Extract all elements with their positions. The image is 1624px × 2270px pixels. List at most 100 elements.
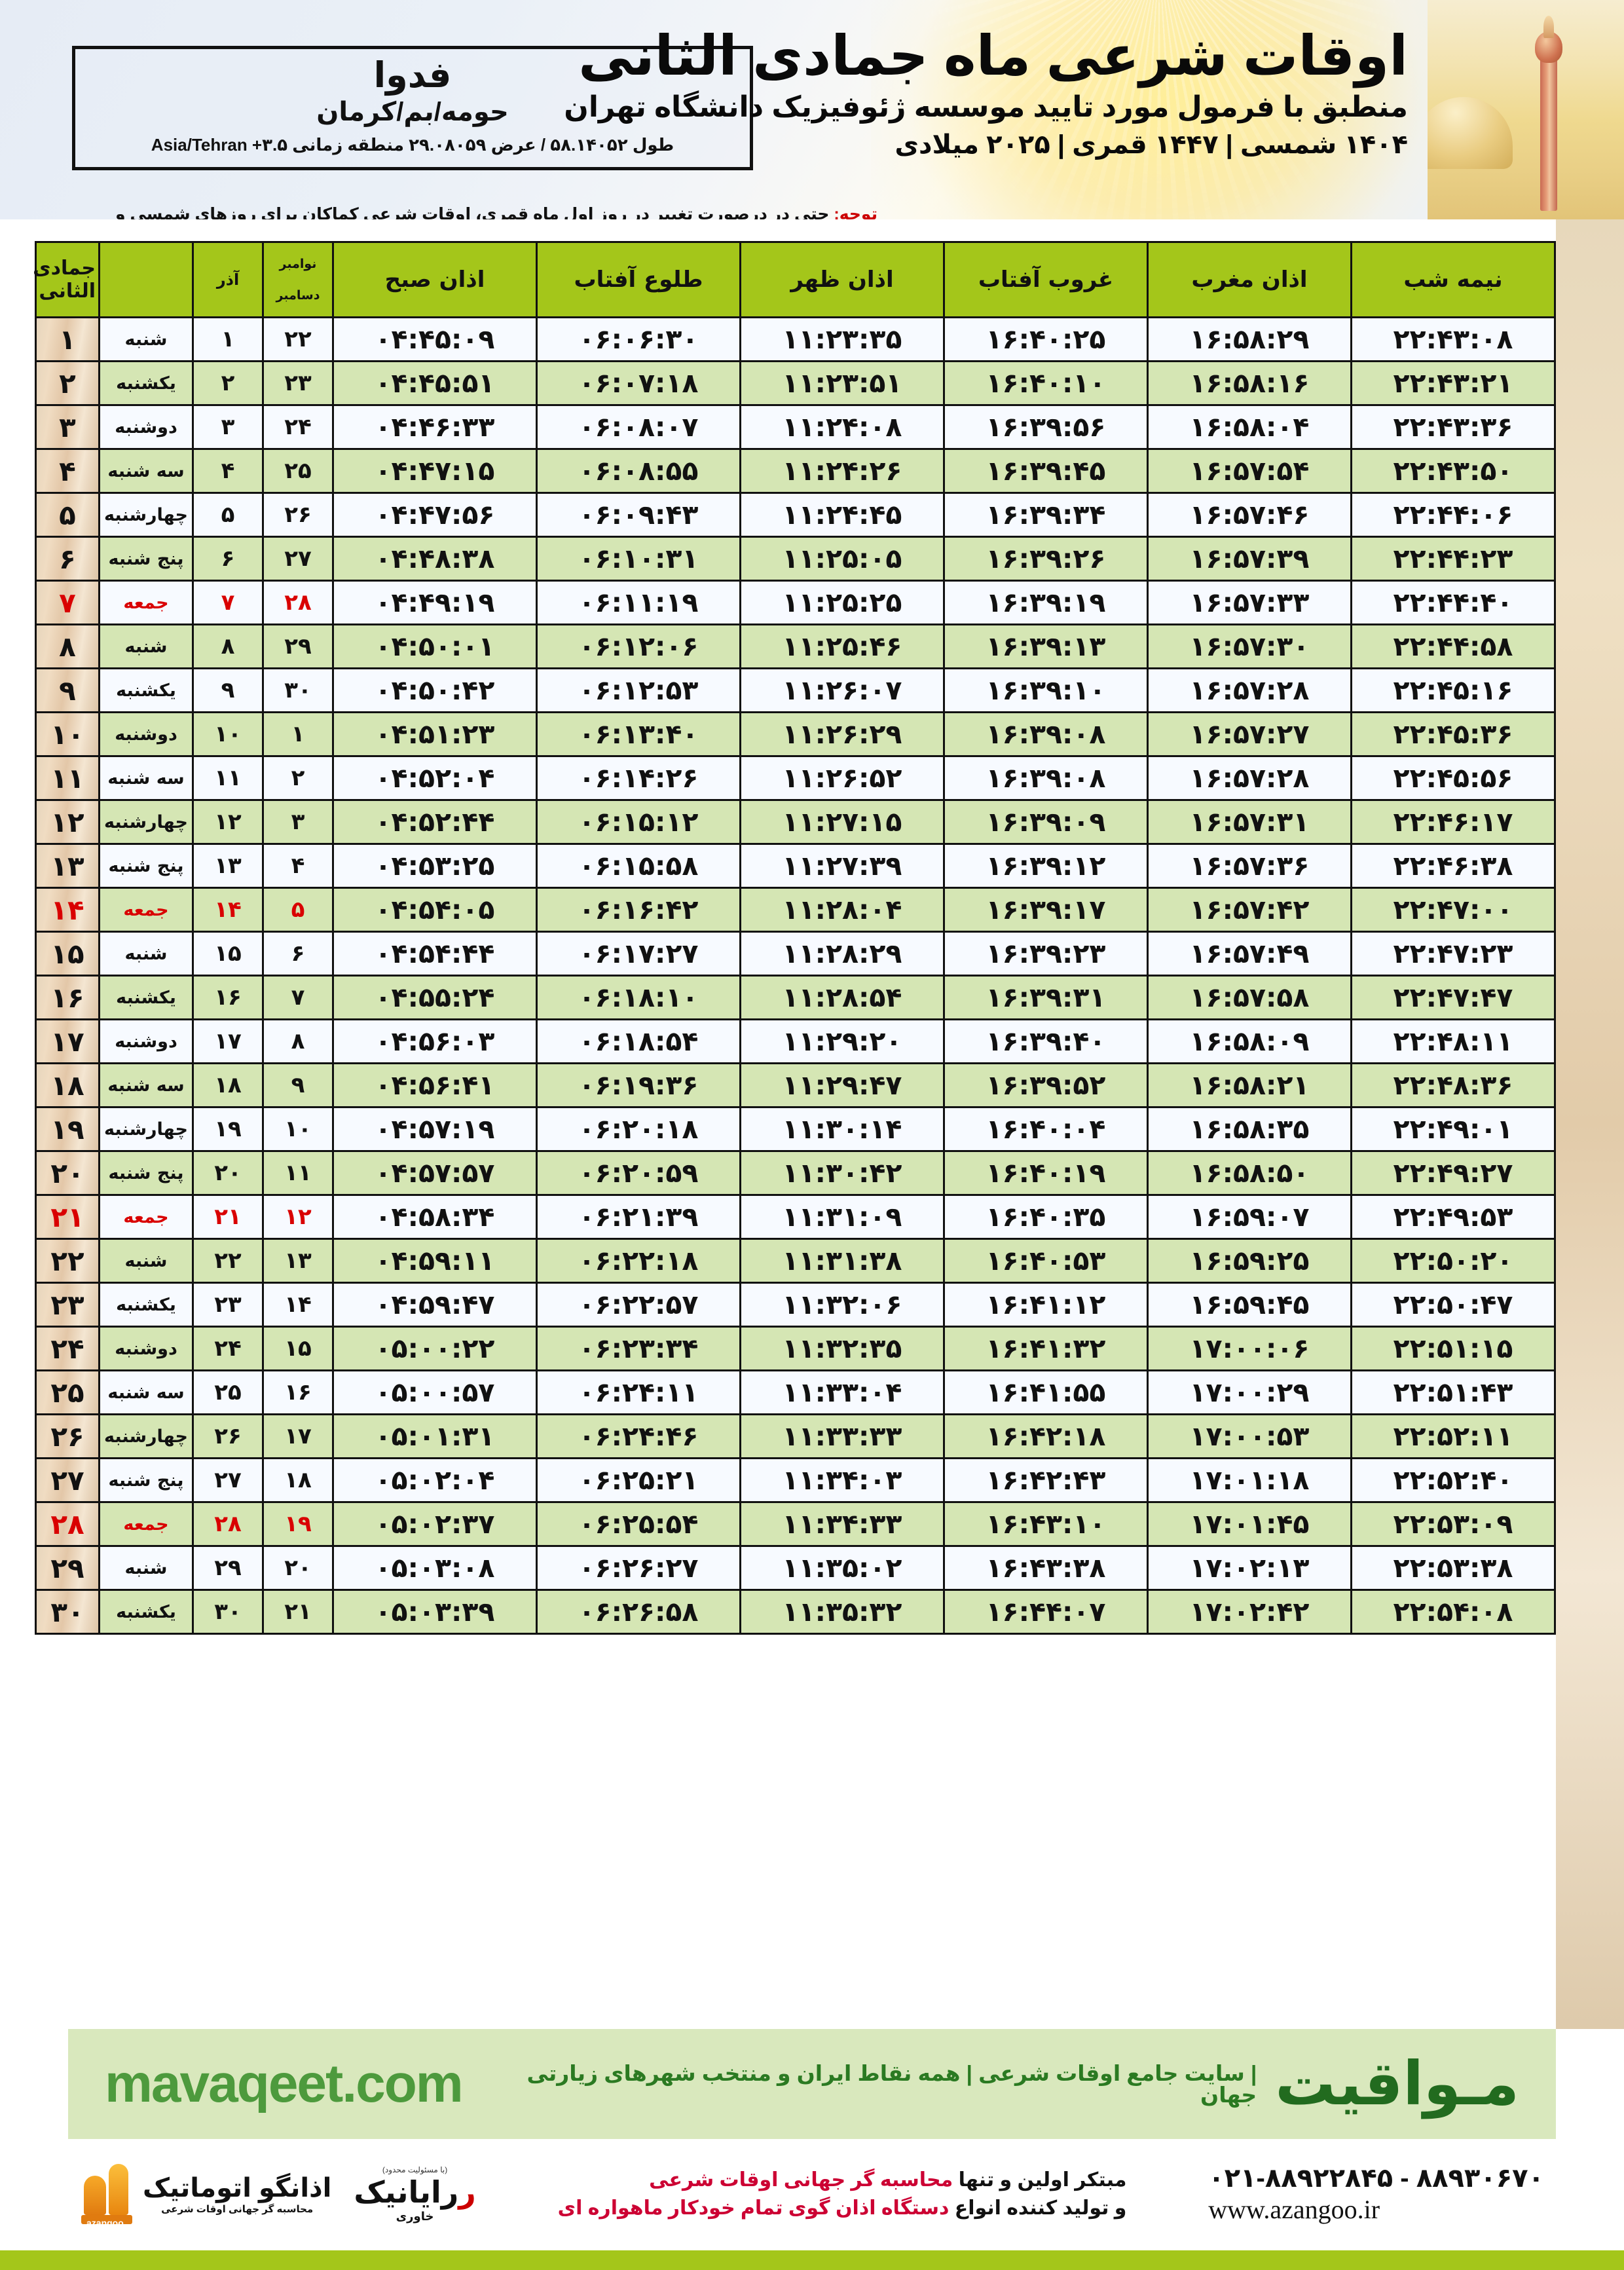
cell-maghrib: ۱۷:۰۱:۴۵ <box>1147 1501 1352 1547</box>
cell-fajr: ۰۵:۰۰:۲۲ <box>332 1326 538 1371</box>
cell-maghrib: ۱۶:۵۹:۲۵ <box>1147 1238 1352 1284</box>
cell-sunset: ۱۶:۴۰:۰۴ <box>943 1106 1149 1152</box>
cell-maghrib: ۱۶:۵۸:۲۱ <box>1147 1062 1352 1108</box>
cell-gregorian-day: ۲۲ <box>262 316 334 362</box>
cell-midnight: ۲۲:۴۴:۵۸ <box>1350 623 1556 669</box>
contact-block: ۰۲۱-۸۸۹۲۲۸۴۵ - ۸۸۹۳۰۶۷۰ www.azangoo.ir <box>1208 2163 1545 2225</box>
cell-hijri-day: ۲۶ <box>35 1413 100 1459</box>
cell-azar-day: ۱۴ <box>192 887 264 933</box>
cell-midnight: ۲۲:۴۳:۰۸ <box>1350 316 1556 362</box>
cell-dhuhr: ۱۱:۳۴:۳۳ <box>739 1501 945 1547</box>
cell-maghrib: ۱۷:۰۰:۲۹ <box>1147 1369 1352 1415</box>
th-midnight: نیمه شب <box>1350 241 1556 318</box>
cell-fajr: ۰۵:۰۳:۳۹ <box>332 1589 538 1635</box>
cell-fajr: ۰۴:۴۷:۱۵ <box>332 448 538 494</box>
th-sunrise: طلوع آفتاب <box>536 241 741 318</box>
cell-maghrib: ۱۶:۵۷:۴۶ <box>1147 492 1352 538</box>
cell-midnight: ۲۲:۴۵:۱۶ <box>1350 667 1556 713</box>
cell-weekday: یکشنبه <box>98 975 194 1020</box>
cell-weekday: یکشنبه <box>98 1589 194 1635</box>
cell-gregorian-day: ۱ <box>262 711 334 757</box>
table-row: ۲۲:۵۳:۰۹ ۱۷:۰۱:۴۵ ۱۶:۴۳:۱۰ ۱۱:۳۴:۳۳ ۰۶:۲۵:۵۴… <box>35 1501 1556 1547</box>
cell-maghrib: ۱۷:۰۱:۱۸ <box>1147 1457 1352 1503</box>
cell-gregorian-day: ۴ <box>262 843 334 889</box>
cell-dhuhr: ۱۱:۳۵:۰۲ <box>739 1545 945 1591</box>
cell-midnight: ۲۲:۵۳:۰۹ <box>1350 1501 1556 1547</box>
table-row: ۲۲:۵۲:۴۰ ۱۷:۰۱:۱۸ ۱۶:۴۲:۴۳ ۱۱:۳۴:۰۳ ۰۶:۲۵:۲۱… <box>35 1457 1556 1503</box>
cell-midnight: ۲۲:۵۲:۴۰ <box>1350 1457 1556 1503</box>
th-azar: آذر <box>192 241 264 318</box>
cell-weekday: سه شنبه <box>98 1062 194 1108</box>
cell-gregorian-day: ۹ <box>262 1062 334 1108</box>
cell-hijri-day: ۲۸ <box>35 1501 100 1547</box>
cell-midnight: ۲۲:۴۷:۲۳ <box>1350 931 1556 977</box>
table-body: ۲۲:۴۳:۰۸ ۱۶:۵۸:۲۹ ۱۶:۴۰:۲۵ ۱۱:۲۳:۳۵ ۰۶:۰۶:۳۰… <box>35 316 1556 1635</box>
partner-logos: (با مسئولیت محدود) ررایانیک خاوری اذانگو… <box>80 2163 477 2228</box>
cell-gregorian-day: ۱۷ <box>262 1413 334 1459</box>
cell-hijri-day: ۲۵ <box>35 1369 100 1415</box>
cell-sunrise: ۰۶:۱۱:۱۹ <box>536 580 741 625</box>
cell-sunrise: ۰۶:۱۸:۵۴ <box>536 1018 741 1064</box>
cell-weekday: دوشنبه <box>98 1326 194 1371</box>
cell-dhuhr: ۱۱:۳۱:۳۸ <box>739 1238 945 1284</box>
contact-phone: ۰۲۱-۸۸۹۲۲۸۴۵ - ۸۸۹۳۰۶۷۰ <box>1208 2164 1545 2193</box>
cell-gregorian-day: ۶ <box>262 931 334 977</box>
cell-weekday: چهارشنبه <box>98 799 194 845</box>
table-row: ۲۲:۵۱:۴۳ ۱۷:۰۰:۲۹ ۱۶:۴۱:۵۵ ۱۱:۳۳:۰۴ ۰۶:۲۴:۱۱… <box>35 1369 1556 1415</box>
cell-fajr: ۰۴:۴۶:۳۳ <box>332 404 538 450</box>
th-dhuhr: اذان ظهر <box>739 241 945 318</box>
cell-dhuhr: ۱۱:۲۴:۲۶ <box>739 448 945 494</box>
cell-gregorian-day: ۲۴ <box>262 404 334 450</box>
notice-bar: توجه: حتی در درصورت تغییر در روز اول ماه… <box>0 205 1624 219</box>
location-box: فدوا حومه/بم/کرمان طول ۵۸.۱۴۰۵۲ / عرض ۲۹… <box>72 46 753 170</box>
cell-gregorian-day: ۱۴ <box>262 1282 334 1328</box>
cell-gregorian-day: ۵ <box>262 887 334 933</box>
page-header: فدوا حومه/بم/کرمان طول ۵۸.۱۴۰۵۲ / عرض ۲۹… <box>0 0 1624 219</box>
cell-maghrib: ۱۶:۵۷:۵۴ <box>1147 448 1352 494</box>
cell-fajr: ۰۴:۵۵:۲۴ <box>332 975 538 1020</box>
cell-dhuhr: ۱۱:۲۳:۵۱ <box>739 360 945 406</box>
cell-weekday: دوشنبه <box>98 1018 194 1064</box>
table-row: ۲۲:۴۷:۴۷ ۱۶:۵۷:۵۸ ۱۶:۳۹:۳۱ ۱۱:۲۸:۵۴ ۰۶:۱۸:۱۰… <box>35 975 1556 1020</box>
cell-gregorian-day: ۲۸ <box>262 580 334 625</box>
prayer-times-table: نیمه شب اذان مغرب غروب آفتاب اذان ظهر طل… <box>33 241 1556 1635</box>
cell-weekday: شنبه <box>98 931 194 977</box>
cell-hijri-day: ۶ <box>35 536 100 582</box>
title-block: اوقات شرعی ماه جمادی الثانی منطبق با فرم… <box>439 25 1409 160</box>
cell-maghrib: ۱۷:۰۰:۰۶ <box>1147 1326 1352 1371</box>
table-header: نیمه شب اذان مغرب غروب آفتاب اذان ظهر طل… <box>33 241 1556 318</box>
cell-fajr: ۰۵:۰۱:۳۱ <box>332 1413 538 1459</box>
cell-fajr: ۰۴:۵۲:۴۴ <box>332 799 538 845</box>
contact-website[interactable]: www.azangoo.ir <box>1208 2195 1380 2224</box>
cell-dhuhr: ۱۱:۲۸:۲۹ <box>739 931 945 977</box>
cell-sunrise: ۰۶:۲۳:۳۴ <box>536 1326 741 1371</box>
cell-gregorian-day: ۷ <box>262 975 334 1020</box>
cell-gregorian-day: ۱۸ <box>262 1457 334 1503</box>
table-row: ۲۲:۴۵:۱۶ ۱۶:۵۷:۲۸ ۱۶:۳۹:۱۰ ۱۱:۲۶:۰۷ ۰۶:۱۲:۵۳… <box>35 667 1556 713</box>
cell-fajr: ۰۴:۵۷:۱۹ <box>332 1106 538 1152</box>
cell-sunset: ۱۶:۳۹:۱۹ <box>943 580 1149 625</box>
cell-hijri-day: ۱۵ <box>35 931 100 977</box>
cell-dhuhr: ۱۱:۳۲:۰۶ <box>739 1282 945 1328</box>
prayer-times-table-wrap: نیمه شب اذان مغرب غروب آفتاب اذان ظهر طل… <box>33 241 1556 1635</box>
cell-hijri-day: ۳ <box>35 404 100 450</box>
cell-sunrise: ۰۶:۱۵:۵۸ <box>536 843 741 889</box>
cell-maghrib: ۱۶:۵۸:۲۹ <box>1147 316 1352 362</box>
location-region: حومه/بم/کرمان <box>316 97 509 126</box>
cell-azar-day: ۱۰ <box>192 711 264 757</box>
cell-azar-day: ۱ <box>192 316 264 362</box>
cell-sunrise: ۰۶:۰۶:۳۰ <box>536 316 741 362</box>
cell-maghrib: ۱۶:۵۷:۳۱ <box>1147 799 1352 845</box>
cell-hijri-day: ۸ <box>35 623 100 669</box>
mosque-artwork <box>1428 0 1624 219</box>
right-decor-strip <box>1556 219 1624 2029</box>
cell-hijri-day: ۱۸ <box>35 1062 100 1108</box>
cell-sunset: ۱۶:۳۹:۰۸ <box>943 711 1149 757</box>
cell-dhuhr: ۱۱:۲۹:۲۰ <box>739 1018 945 1064</box>
cell-sunrise: ۰۶:۲۰:۱۸ <box>536 1106 741 1152</box>
table-row: ۲۲:۵۰:۴۷ ۱۶:۵۹:۴۵ ۱۶:۴۱:۱۲ ۱۱:۳۲:۰۶ ۰۶:۲۲:۵۷… <box>35 1282 1556 1328</box>
cell-fajr: ۰۴:۵۸:۳۴ <box>332 1194 538 1240</box>
page-title: اوقات شرعی ماه جمادی الثانی <box>578 25 1409 86</box>
brand-domain[interactable]: mavaqeet.com <box>105 2054 464 2113</box>
table-row: ۲۲:۴۳:۵۰ ۱۶:۵۷:۵۴ ۱۶:۳۹:۴۵ ۱۱:۲۴:۲۶ ۰۶:۰۸:۵۵… <box>35 448 1556 494</box>
